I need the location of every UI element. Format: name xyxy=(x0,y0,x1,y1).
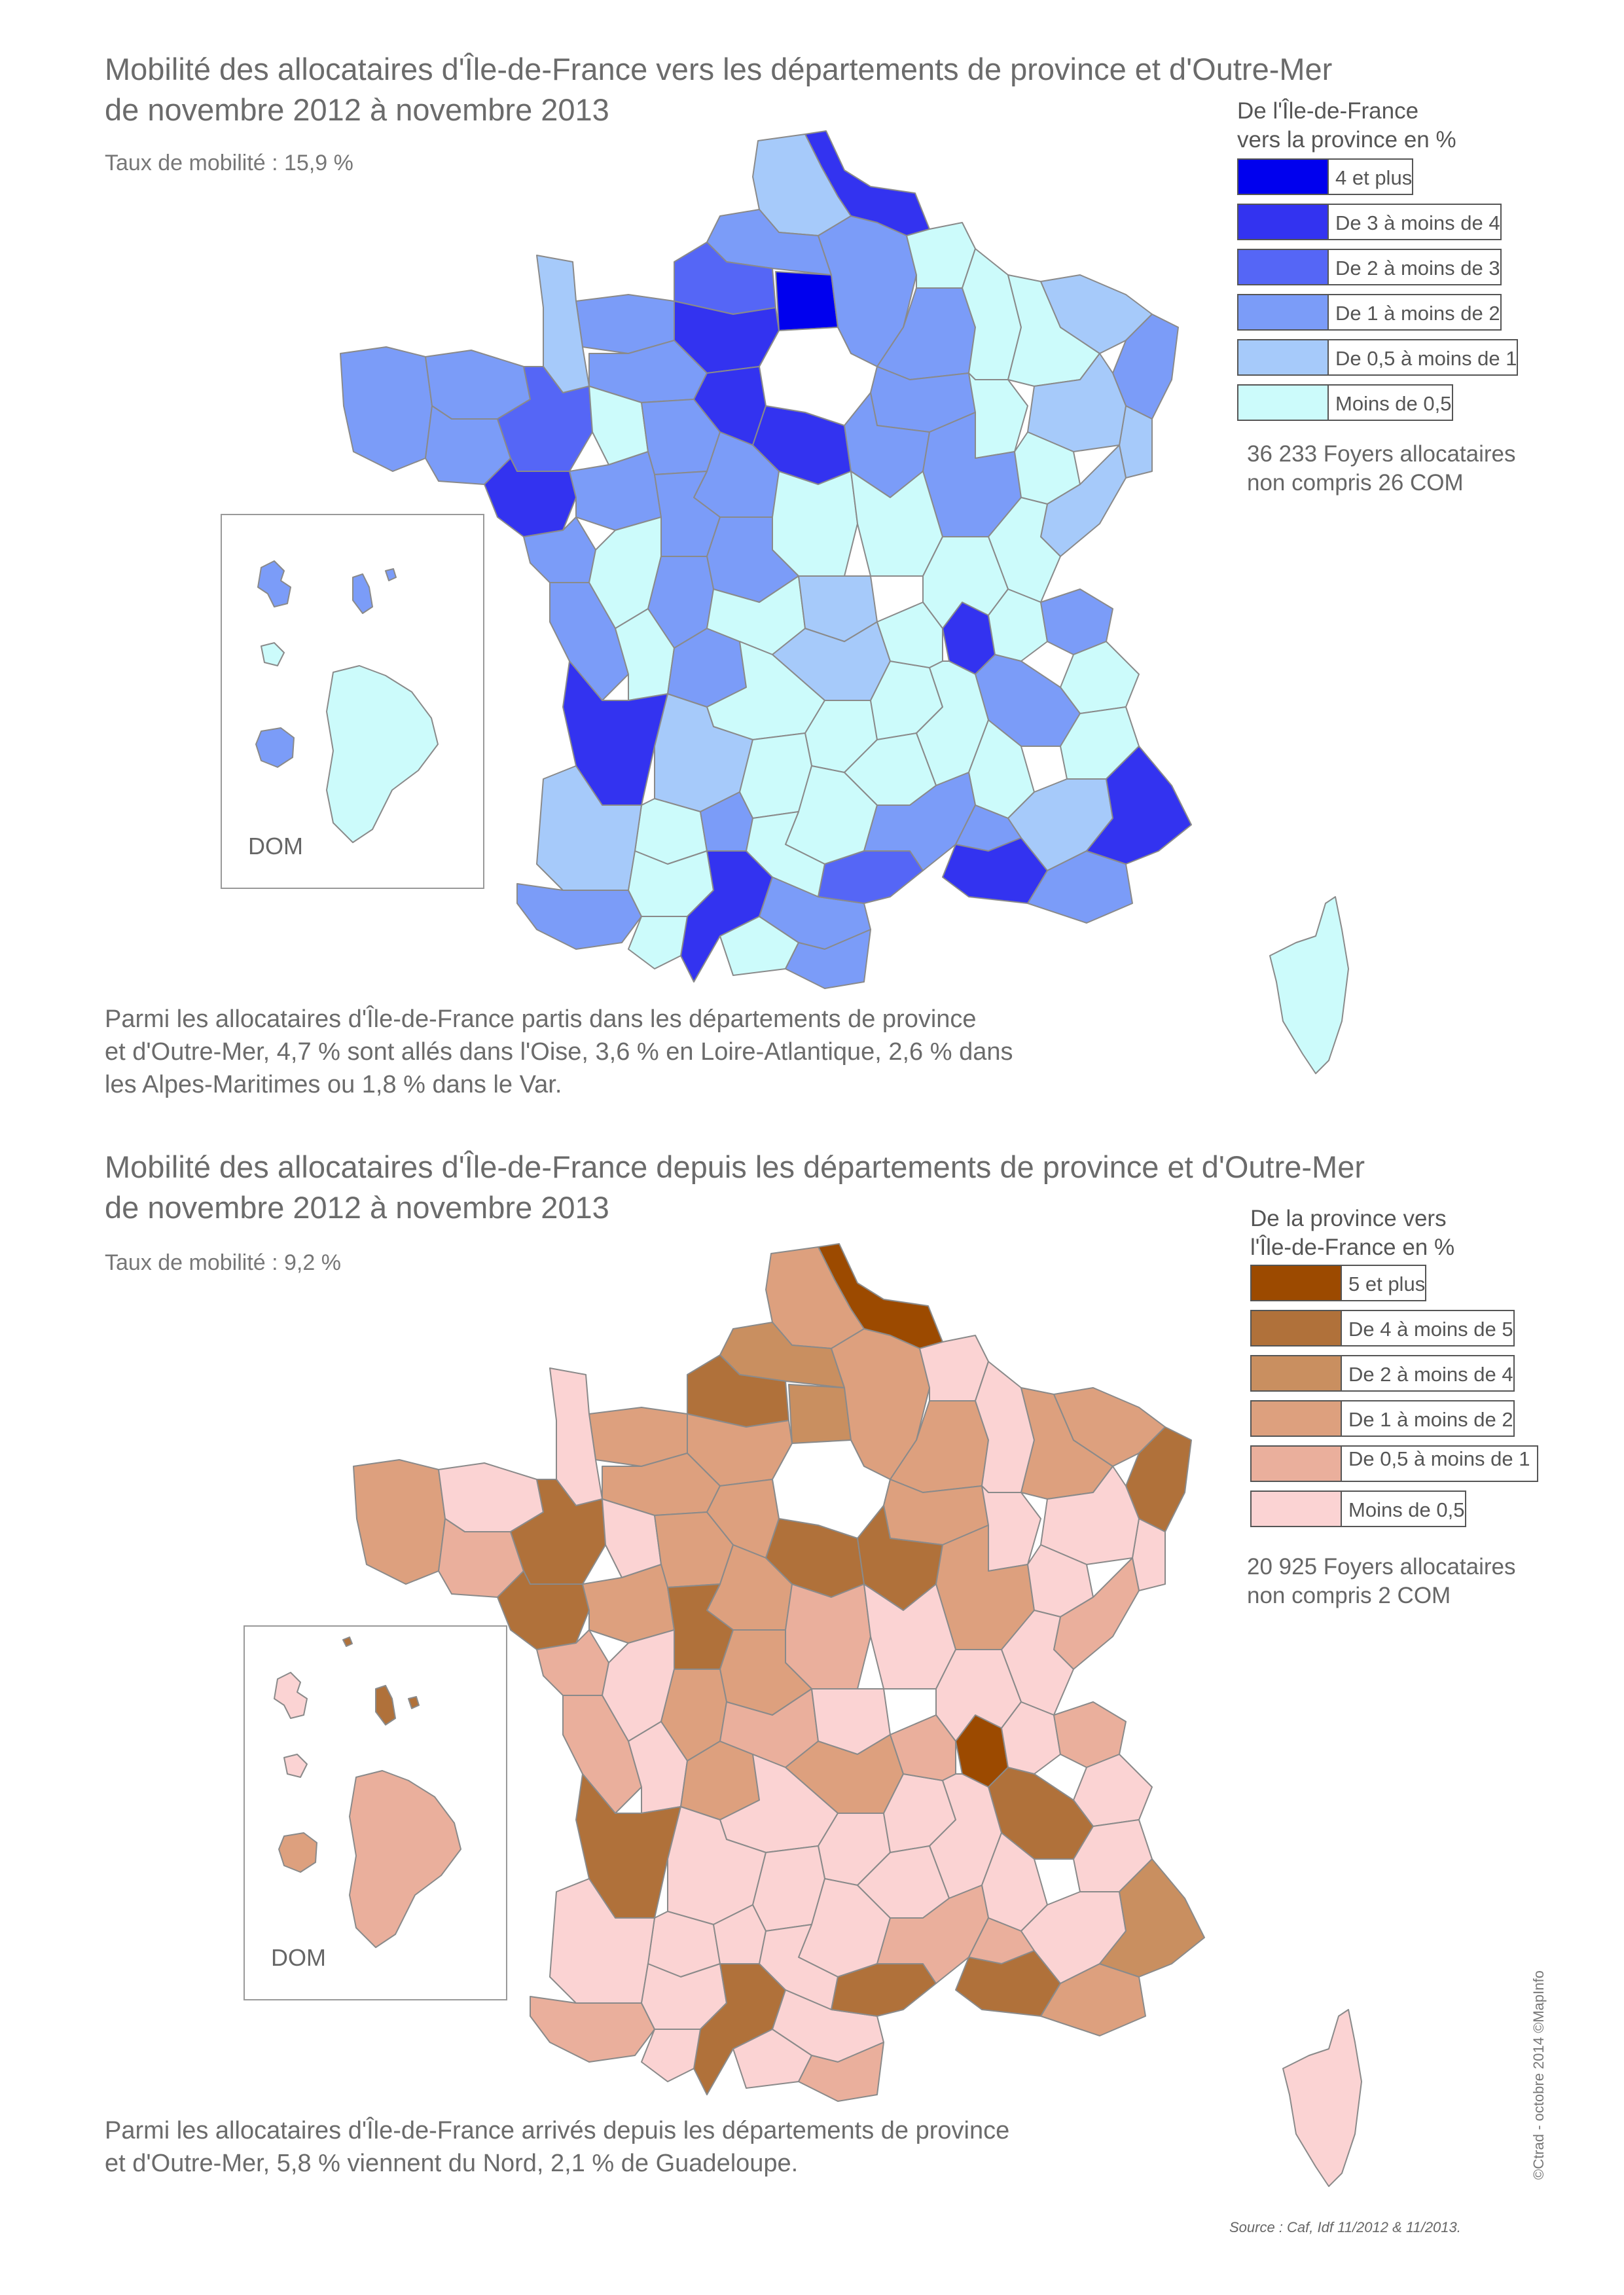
map1-legend-item: De 1 à moins de 2 xyxy=(1237,294,1551,333)
department-maine-et-loire xyxy=(582,1564,675,1644)
department-cher xyxy=(772,471,858,577)
map2-legend-item: De 4 à moins de 5 xyxy=(1250,1310,1564,1349)
map2-legend: De la province vers l'Île-de-France en %… xyxy=(1250,1204,1538,1527)
map1-legend-label: 4 et plus xyxy=(1237,158,1414,195)
map1-legend-item: De 0,5 à moins de 1 xyxy=(1237,339,1551,378)
map2-legend-item: De 1 à moins de 2 xyxy=(1250,1400,1564,1439)
map1-legend-title-line2: vers la province en % xyxy=(1237,127,1456,153)
source-note: Source : Caf, Idf 11/2012 & 11/2013. xyxy=(1229,2219,1461,2235)
map2-dom-inset: DOM xyxy=(244,1625,507,2000)
department-pyrenees-atlantiques xyxy=(530,1996,655,2063)
map1-dom-islands xyxy=(255,560,439,843)
map2-dom-label: DOM xyxy=(271,1944,326,1971)
department-maine-et-loire xyxy=(569,451,662,531)
map1-note-line1: Parmi les allocataires d'Île-de-France p… xyxy=(105,1005,977,1033)
map2-note-line2: et d'Outre-Mer, 5,8 % viennent du Nord, … xyxy=(105,2150,799,2177)
department-hautes-pyrenees xyxy=(641,2029,701,2082)
map2-foyers-line2: non compris 2 COM xyxy=(1247,1583,1451,1608)
map2-mobility-rate: Taux de mobilité : 9,2 % xyxy=(105,1250,341,1275)
dom-guyane xyxy=(349,1770,461,1948)
map2-title-line2: de novembre 2012 à novembre 2013 xyxy=(105,1190,609,1225)
map2-legend-item: De 2 à moins de 4 xyxy=(1250,1355,1564,1394)
department-oise xyxy=(775,271,839,331)
dom-reunion xyxy=(255,727,295,768)
map1-legend-item: De 3 à moins de 4 xyxy=(1237,204,1551,243)
map1-departments xyxy=(340,130,1349,1074)
map2-departments xyxy=(353,1243,1362,2187)
map1-legend: De l'Île-de-France vers la province en %… xyxy=(1237,97,1519,421)
map2-legend-swatch xyxy=(1250,1355,1342,1392)
map1-mobility-rate: Taux de mobilité : 15,9 % xyxy=(105,151,353,175)
dom-mayotte xyxy=(261,642,285,666)
map1-legend-item: De 2 à moins de 3 xyxy=(1237,249,1551,288)
map2-legend-title-line1: De la province vers xyxy=(1250,1206,1447,1231)
copyright-credit: ©Ctrad - octobre 2014 ©MapInfo xyxy=(1530,1970,1547,2180)
map2-legend-label: De 2 à moins de 4 xyxy=(1250,1355,1515,1392)
department-charente-maritime xyxy=(549,582,629,701)
map1-legend-item: Moins de 0,5 xyxy=(1237,384,1551,424)
map2-note-line1: Parmi les allocataires d'Île-de-France a… xyxy=(105,2117,1010,2144)
department-corse xyxy=(1282,2009,1362,2187)
department-oise xyxy=(788,1384,852,1444)
map2-legend-item: 5 et plus xyxy=(1250,1265,1564,1304)
department-gironde xyxy=(562,660,668,806)
map2-legend-swatch xyxy=(1250,1310,1342,1346)
dom-martinique xyxy=(352,568,397,614)
map2-legend-item: De 0,5 à moins de 1 xyxy=(1250,1445,1564,1485)
dom-guadeloupe xyxy=(274,1672,308,1719)
department-hautes-pyrenees xyxy=(628,916,688,969)
map1-note-line2: et d'Outre-Mer, 4,7 % sont allés dans l'… xyxy=(105,1038,1013,1066)
map1-title-line2: de novembre 2012 à novembre 2013 xyxy=(105,92,609,127)
map1-note-line3: les Alpes-Maritimes ou 1,8 % dans le Var… xyxy=(105,1071,562,1098)
map1-legend-label: De 0,5 à moins de 1 xyxy=(1237,339,1519,376)
dom-guyane xyxy=(326,665,439,843)
map1-legend-label: De 3 à moins de 4 xyxy=(1237,204,1502,240)
department-gironde xyxy=(575,1773,681,1919)
map1-dom-label: DOM xyxy=(248,833,303,859)
map2-legend-item: Moins de 0,5 xyxy=(1250,1491,1564,1530)
dom-martinique xyxy=(375,1685,420,1726)
map2-legend-label: De 4 à moins de 5 xyxy=(1250,1310,1515,1346)
map1-france-map xyxy=(340,130,1349,1074)
map2-foyers-line1: 20 925 Foyers allocataires xyxy=(1247,1554,1516,1580)
department-pyrenees-orientales xyxy=(785,929,871,989)
department-finistere xyxy=(353,1459,446,1585)
department-corse xyxy=(1269,896,1349,1074)
map2-legend-label: De 0,5 à moins de 1 xyxy=(1250,1445,1538,1482)
dom-reunion xyxy=(278,1832,317,1873)
map1-foyers-line1: 36 233 Foyers allocataires xyxy=(1247,441,1516,467)
department-cher xyxy=(785,1583,871,1690)
map1-dom-inset: DOM xyxy=(221,514,484,889)
map1-foyers-line2: non compris 26 COM xyxy=(1247,470,1464,496)
map1-legend-label: De 1 à moins de 2 xyxy=(1237,294,1502,331)
department-pyrenees-atlantiques xyxy=(516,883,642,950)
map1-legend-label: De 2 à moins de 3 xyxy=(1237,249,1502,285)
map2-dom-islands xyxy=(274,1636,461,1948)
department-pyrenees-orientales xyxy=(798,2042,884,2102)
department-alpes-maritimes xyxy=(1086,746,1192,865)
map2-legend-title-line2: l'Île-de-France en % xyxy=(1250,1235,1455,1260)
map1-legend-items: 4 et plus De 3 à moins de 4 De 2 à moins… xyxy=(1237,158,1551,433)
map2-title-line1: Mobilité des allocataires d'Île-de-Franc… xyxy=(105,1149,1365,1184)
dom-mayotte-small xyxy=(283,1754,308,1778)
map1-title-line1: Mobilité des allocataires d'Île-de-Franc… xyxy=(105,52,1333,86)
map1-legend-item: 4 et plus xyxy=(1237,158,1551,198)
dom-guadeloupe xyxy=(257,560,291,607)
department-finistere xyxy=(340,346,433,472)
map2-legend-label: De 1 à moins de 2 xyxy=(1250,1400,1515,1437)
map2-france-map xyxy=(353,1243,1362,2187)
department-alpes-maritimes xyxy=(1099,1858,1205,1978)
map1-legend-label: Moins de 0,5 xyxy=(1237,384,1453,421)
dom-mayotte xyxy=(342,1636,353,1647)
map2-legend-label: 5 et plus xyxy=(1250,1265,1427,1301)
map2-legend-label: Moins de 0,5 xyxy=(1250,1491,1466,1527)
department-charente-maritime xyxy=(562,1695,642,1814)
map2-legend-items: 5 et plus De 4 à moins de 5 De 2 à moins… xyxy=(1250,1265,1564,1540)
map2-legend-swatch xyxy=(1250,1491,1342,1527)
map1-legend-title-line1: De l'Île-de-France xyxy=(1237,98,1419,124)
